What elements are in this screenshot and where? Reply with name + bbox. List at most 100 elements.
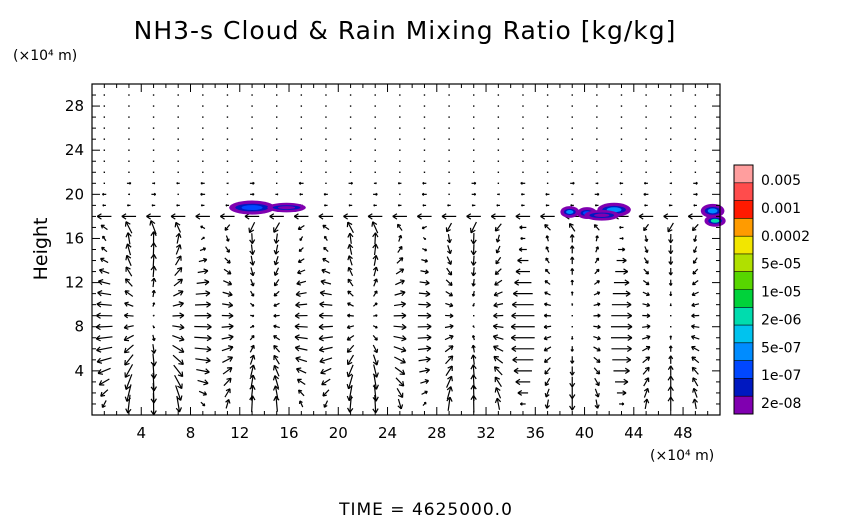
vector-arrow [319, 303, 333, 306]
vector-arrow-head [124, 290, 130, 296]
vector-arrow [298, 258, 305, 263]
vector-dot [497, 127, 500, 129]
vector-arrow-head [447, 249, 453, 255]
vector-arrow-head [663, 213, 669, 220]
vector-arrow [692, 377, 699, 387]
vector-dot [670, 116, 672, 118]
x-tick-label: 36 [526, 424, 545, 442]
vector-arrow [322, 258, 330, 263]
vector-arrow-head [572, 193, 574, 196]
vector-arrow [446, 267, 453, 276]
vector-dot [276, 171, 278, 173]
vector-arrow-head [224, 226, 229, 231]
vector-arrow-head [176, 395, 183, 401]
vector-arrow-head [426, 323, 432, 330]
vector-arrow-head [545, 192, 548, 196]
vector-arrow-head [179, 335, 185, 342]
vector-arrow [323, 400, 329, 408]
vector-dot [276, 138, 278, 140]
vector-dot [399, 149, 401, 151]
vector-arrow-head [494, 226, 500, 232]
vector-arrow [173, 364, 184, 377]
vector-arrow [493, 303, 504, 307]
vector-dot [251, 160, 253, 162]
vector-arrow-head [570, 204, 573, 207]
vector-arrow-head [570, 268, 575, 272]
vector-arrow [150, 220, 157, 235]
vector-arrow [194, 347, 212, 351]
vector-arrow [472, 278, 475, 287]
vector-arrow [96, 336, 113, 340]
vector-arrow [446, 222, 453, 233]
vector-arrow-head [417, 213, 422, 220]
vector-arrow [693, 257, 698, 264]
vector-arrow-head [205, 357, 211, 364]
vector-dot [251, 171, 253, 173]
vector-arrow-head [226, 249, 230, 253]
vector-arrow-head [646, 313, 651, 319]
vector-arrow-head [627, 312, 633, 319]
vector-arrow-head [296, 280, 302, 286]
vector-arrow [152, 372, 155, 391]
vector-arrow-head [347, 278, 352, 283]
vector-arrow-head [319, 357, 325, 364]
vector-arrow-head [295, 356, 301, 363]
vector-arrow-head [544, 268, 549, 273]
vector-arrow [445, 279, 453, 286]
vector-arrow-head [123, 335, 130, 342]
vector-arrow-head [319, 301, 325, 308]
vector-arrow-head [624, 279, 630, 286]
vector-arrow [96, 303, 112, 306]
vector-arrow [347, 221, 354, 234]
vector-arrow-head [693, 249, 697, 254]
vector-arrow-head [124, 301, 129, 307]
vector-arrow-head [424, 258, 429, 263]
vector-arrow-head [471, 282, 476, 287]
vector-arrow [643, 268, 649, 275]
vector-dot [325, 182, 327, 184]
colorbar-label: 5e-07 [761, 340, 801, 356]
vector-arrow [347, 374, 354, 390]
vector-arrow-head [251, 334, 255, 339]
vector-arrow-head [175, 244, 182, 250]
vector-arrow-head [226, 367, 233, 373]
vector-dot [300, 138, 303, 140]
vector-arrow [221, 335, 234, 340]
vector-arrow-head [594, 393, 600, 398]
vector-arrow-head [373, 348, 379, 354]
vector-arrow [322, 389, 330, 397]
vector-arrow-head [449, 334, 454, 340]
vector-arrow-head [570, 360, 575, 364]
vector-dot [300, 149, 303, 151]
vector-arrow-head [295, 301, 301, 309]
vector-arrow-head [472, 325, 475, 327]
vector-arrow-head [273, 324, 277, 329]
vector-dot [226, 149, 229, 151]
vector-arrow [493, 356, 504, 364]
vector-arrow [373, 243, 377, 256]
vector-arrow-head [669, 304, 672, 307]
vector-dot [276, 149, 278, 151]
vector-arrow-head [346, 324, 351, 330]
vector-dot [374, 171, 376, 173]
vector-arrow-head [493, 355, 499, 362]
vector-dot [152, 116, 155, 118]
vector-dot [596, 127, 598, 129]
vector-arrow-head [596, 268, 600, 273]
vector-arrow-head [449, 313, 454, 319]
vector-dot [596, 160, 598, 162]
vector-arrow [494, 279, 503, 286]
vector-arrow-head [543, 335, 548, 341]
vector-arrow-head [645, 281, 650, 286]
vector-arrow [493, 335, 504, 340]
vector-arrow-head [693, 238, 698, 243]
vector-dot [670, 171, 672, 173]
vector-arrow [175, 385, 182, 401]
vector-arrow [321, 269, 331, 274]
vector-arrow-head [374, 337, 378, 341]
vector-arrow [97, 291, 112, 296]
vector-arrow [100, 389, 109, 397]
vector-arrow-head [399, 369, 406, 375]
vector-arrow [348, 244, 353, 255]
vector-arrow [418, 358, 431, 362]
